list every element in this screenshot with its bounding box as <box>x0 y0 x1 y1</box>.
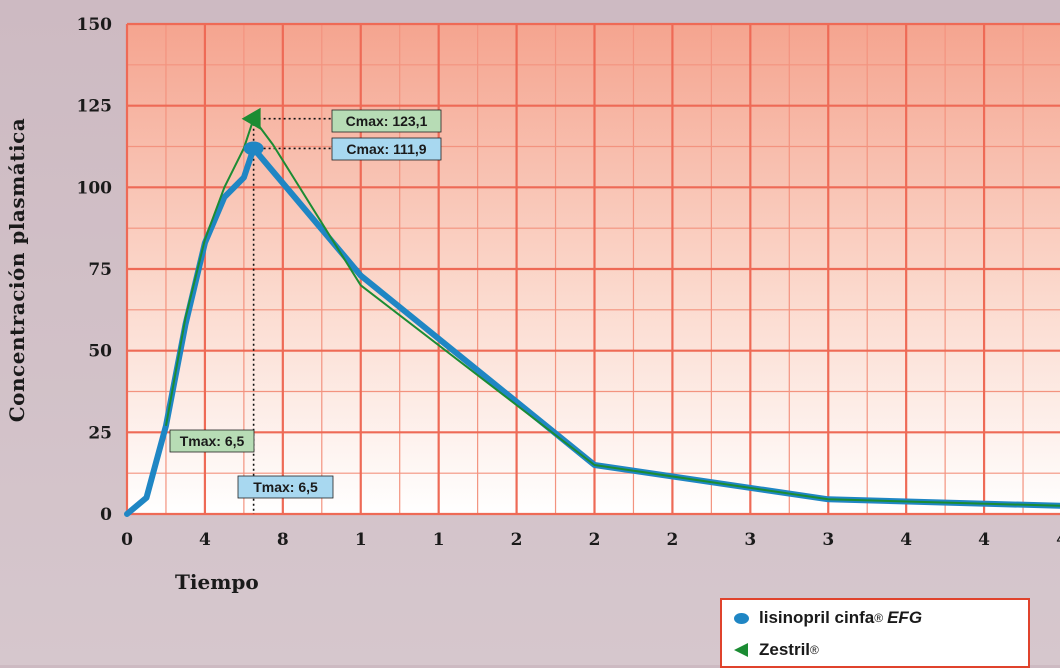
x-tick-label: 4 <box>978 530 990 550</box>
peak-marker-zestril <box>241 107 261 130</box>
legend-label-lisinopril: lisinopril cinfa <box>759 608 875 627</box>
y-tick-label: 50 <box>88 342 112 362</box>
y-tick-label: 25 <box>88 423 112 443</box>
legend-registered-mark: ® <box>874 611 884 625</box>
x-tick-label: 1 <box>355 530 367 550</box>
legend-item-lisinopril: lisinopril cinfa ® EFG <box>734 608 922 628</box>
annotation-box <box>237 475 334 499</box>
circle-marker-icon <box>734 612 749 624</box>
x-tick-label: 2 <box>666 530 678 550</box>
y-axis-title-text: Concentración plasmática <box>5 117 29 423</box>
annotation-label: Cmax: 111,9 <box>346 141 426 157</box>
annotation-label: Cmax: 123,1 <box>346 113 428 129</box>
x-tick-label: 4 <box>199 530 211 550</box>
x-axis-title: Tiempo <box>175 570 259 594</box>
x-tick-label: 8 <box>277 530 289 550</box>
x-tick-label: 0 <box>121 530 133 550</box>
legend-item-zestril: Zestril ® <box>734 640 819 660</box>
x-tick-label: 3 <box>822 530 834 550</box>
y-tick-label: 125 <box>77 97 113 117</box>
x-tick-label: 3 <box>744 530 756 550</box>
y-axis-title: Concentración plasmática <box>2 0 32 665</box>
annotation-box <box>331 109 442 133</box>
x-tick-label: 2 <box>589 530 601 550</box>
annotation-label: Tmax: 6,5 <box>180 433 245 449</box>
annotation-label: Tmax: 6,5 <box>253 479 318 495</box>
x-tick-label: 1 <box>433 530 445 550</box>
y-tick-label: 0 <box>100 505 112 525</box>
x-tick-label: 2 <box>511 530 523 550</box>
x-tick-label: 4 <box>900 530 912 550</box>
y-tick-label: 150 <box>77 15 113 35</box>
y-tick-label: 100 <box>77 178 113 198</box>
x-tick-label: 4 <box>1056 530 1060 550</box>
legend-registered-mark: ® <box>810 643 819 657</box>
triangle-marker-icon <box>734 643 748 657</box>
peak-marker-lisinopril <box>243 141 264 156</box>
annotation-box <box>169 429 255 453</box>
legend-label-zestril: Zestril <box>759 640 811 659</box>
annotation-box <box>331 137 442 161</box>
legend-efg-suffix: EFG <box>887 608 923 627</box>
legend: lisinopril cinfa ® EFG Zestril ® <box>720 598 1030 668</box>
y-tick-label: 75 <box>88 260 112 280</box>
